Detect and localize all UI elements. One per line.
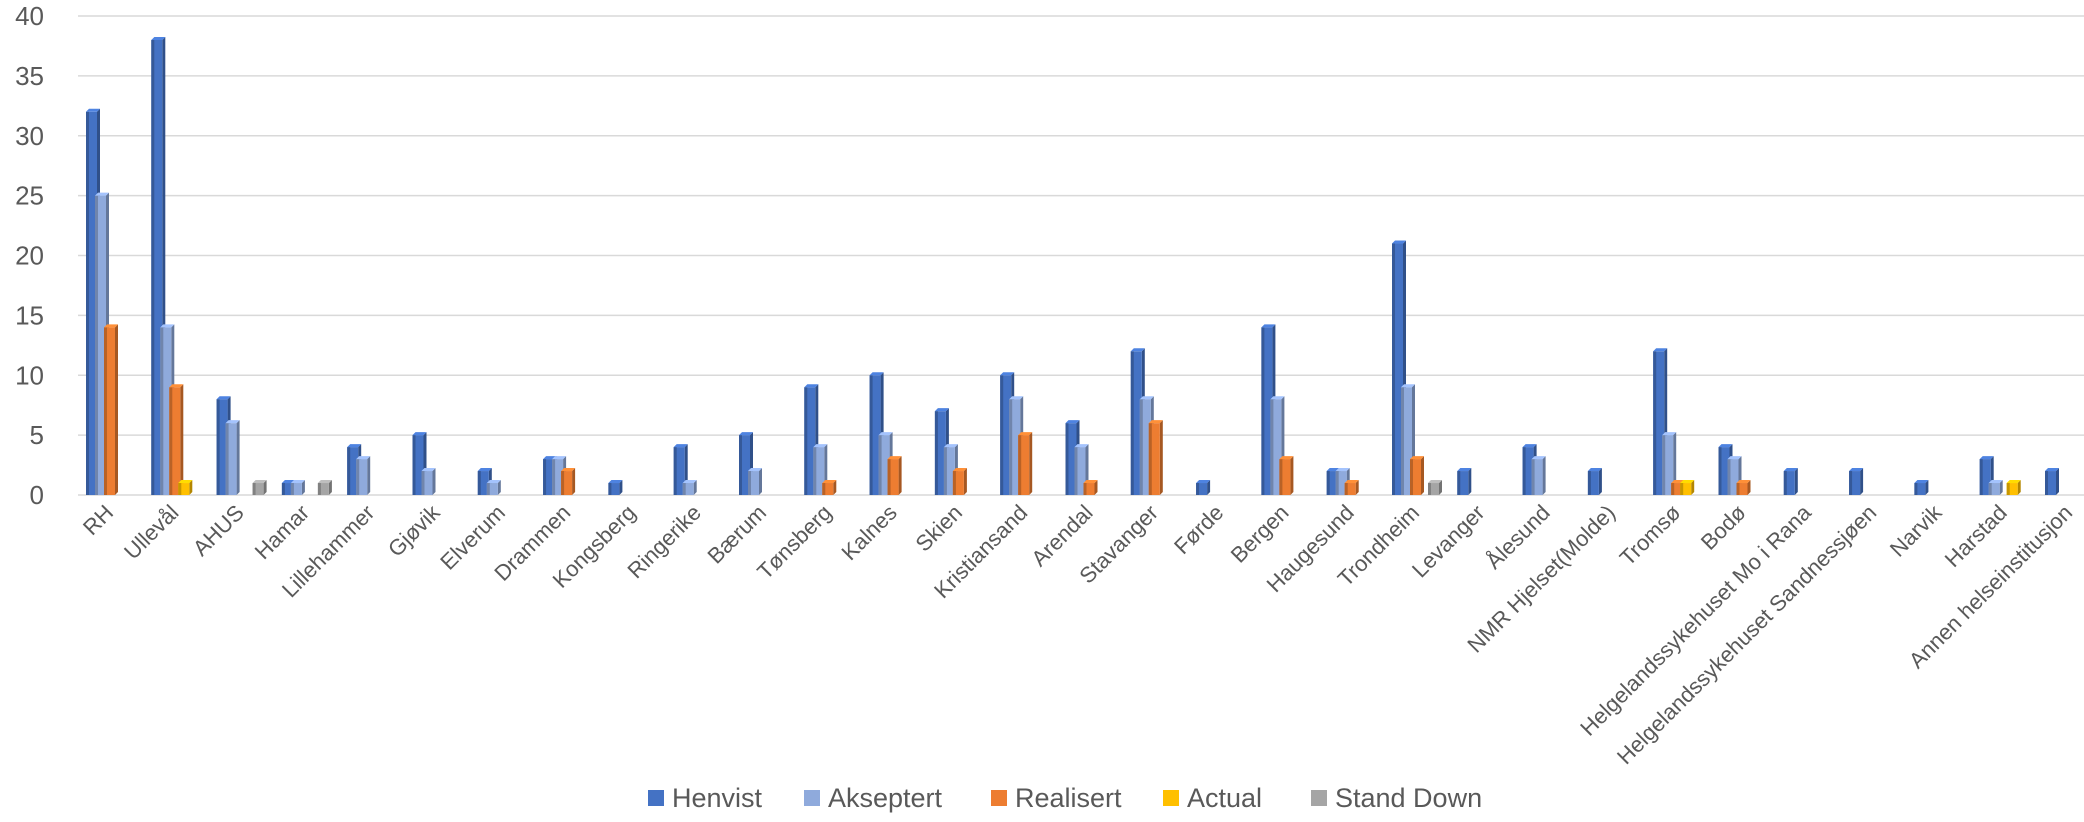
bar-realisert-stavanger (1148, 420, 1163, 495)
y-tick-label-40: 40 (15, 1, 44, 31)
bar-henvist-kongsberg (608, 480, 623, 495)
legend-item-stand-down: Stand Down (1311, 783, 1482, 813)
y-tick-label-20: 20 (15, 241, 44, 271)
bar-henvist-helgelandssykehuset-mo-i-rana (1783, 468, 1798, 495)
bar-akseptert-alesund (1531, 456, 1546, 495)
legend-item-akseptert: Akseptert (804, 783, 943, 813)
bar-akseptert-hamar (290, 480, 305, 495)
bar-realisert-kalnes (887, 456, 902, 495)
legend-swatch-stand-down (1311, 790, 1327, 806)
legend-item-actual: Actual (1163, 783, 1262, 813)
bar-actual-tromso (1680, 480, 1695, 495)
y-tick-label-5: 5 (30, 420, 44, 450)
bar-akseptert-lillehammer (356, 456, 371, 495)
legend-swatch-realisert (991, 790, 1007, 806)
bar-realisert-trondheim (1410, 456, 1424, 495)
bar-akseptert-baerum (748, 468, 762, 495)
legend-label-akseptert: Akseptert (828, 783, 943, 813)
bar-henvist-annen-helseinstitusjon (2045, 468, 2059, 495)
legend-label-henvist: Henvist (672, 783, 763, 813)
x-tick-label-ahus: AHUS (188, 500, 249, 561)
bar-realisert-arendal (1083, 480, 1098, 495)
y-tick-label-15: 15 (15, 300, 44, 330)
x-tick-label-helgelandssykehuset-mo-i-rana: Helgelandssykehuset Mo i Rana (1575, 499, 1816, 740)
x-tick-label-forde: Førde (1169, 500, 1228, 559)
x-tick-label-tromso: Tromsø (1615, 500, 1686, 571)
bar-actual-ulleval (178, 480, 193, 495)
bar-realisert-tonsberg (822, 480, 837, 495)
y-tick-label-25: 25 (15, 181, 44, 211)
bar-henvist-nmr-hjelset-molde (1587, 468, 1602, 495)
bar-henvist-forde (1196, 480, 1211, 495)
bar-stand-down-trondheim (1428, 480, 1442, 495)
bar-realisert-bergen (1279, 456, 1294, 495)
x-tick-label-rh: RH (78, 500, 118, 540)
bars (86, 36, 2059, 496)
x-tick-label-bodo: Bodø (1696, 500, 1751, 555)
x-tick-label-levanger: Levanger (1407, 500, 1490, 583)
legend-label-actual: Actual (1187, 783, 1262, 813)
bar-akseptert-harstad (1988, 480, 2003, 495)
x-tick-label-skien: Skien (910, 500, 967, 557)
x-tick-label-narvik: Narvik (1885, 499, 1947, 561)
bar-realisert-rh (104, 324, 118, 495)
legend-item-realisert: Realisert (991, 783, 1122, 813)
bar-akseptert-ringerike (682, 480, 697, 495)
bar-realisert-bodo (1736, 480, 1751, 495)
x-tick-label-hamar: Hamar (250, 500, 314, 564)
legend-label-realisert: Realisert (1015, 783, 1122, 813)
bar-realisert-ulleval (169, 384, 184, 495)
bar-stand-down-hamar (317, 480, 332, 495)
bar-akseptert-ahus (225, 420, 240, 495)
bar-henvist-narvik (1914, 480, 1929, 495)
bar-akseptert-tromso (1662, 432, 1677, 495)
bar-realisert-skien (952, 468, 967, 495)
bar-henvist-helgelandssykehuset-sandnessjoen (1849, 468, 1864, 495)
legend-swatch-henvist (648, 790, 664, 806)
bar-actual-harstad (2006, 480, 2021, 495)
y-axis-tick-labels: 0 5 10 15 20 25 30 35 40 (15, 1, 44, 510)
legend-item-henvist: Henvist (648, 783, 763, 813)
x-tick-label-gjovik: Gjøvik (383, 499, 445, 561)
y-tick-label-30: 30 (15, 121, 44, 151)
bar-realisert-haugesund (1344, 480, 1359, 495)
legend: Henvist Akseptert Realisert Actual Stand Dow… (648, 783, 1482, 813)
legend-label-stand-down: Stand Down (1335, 783, 1482, 813)
y-tick-label-35: 35 (15, 61, 44, 91)
legend-swatch-actual (1163, 790, 1179, 806)
bar-henvist-levanger (1457, 468, 1472, 495)
x-tick-label-ulleval: Ullevål (119, 500, 183, 564)
gridlines (78, 15, 2084, 496)
x-tick-label-kalnes: Kalnes (837, 500, 902, 565)
bar-realisert-drammen (561, 468, 576, 495)
y-tick-label-0: 0 (30, 480, 44, 510)
bar-realisert-kristiansand (1018, 432, 1033, 495)
y-tick-label-10: 10 (15, 360, 44, 390)
bar-akseptert-gjovik (421, 468, 436, 495)
bar-akseptert-elverum (486, 480, 501, 495)
legend-swatch-akseptert (804, 790, 820, 806)
bar-stand-down-ahus (252, 480, 267, 495)
